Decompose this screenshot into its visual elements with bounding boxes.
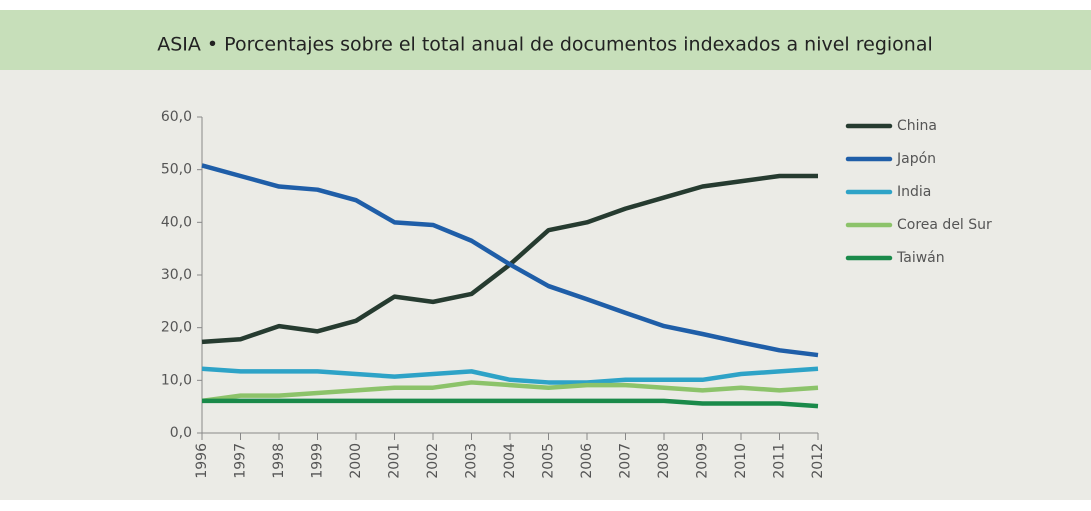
x-tick-label: 2012 bbox=[810, 443, 826, 479]
legend-label: Japón bbox=[896, 151, 936, 167]
x-tick-label: 2003 bbox=[464, 443, 480, 479]
x-tick-label: 2000 bbox=[348, 443, 364, 479]
series-line bbox=[201, 163, 819, 358]
x-tick-label: 2005 bbox=[541, 443, 557, 479]
y-tick-label: 30,0 bbox=[161, 267, 192, 283]
series-line bbox=[201, 366, 819, 385]
legend-label: India bbox=[897, 184, 931, 200]
panel bbox=[0, 10, 1091, 500]
header bbox=[0, 10, 1091, 70]
x-tick-label: 1999 bbox=[310, 443, 326, 479]
x-tick-label: 2006 bbox=[579, 443, 595, 479]
legend-label: Corea del Sur bbox=[897, 217, 992, 233]
y-tick-label: 10,0 bbox=[161, 372, 192, 388]
x-tick-label: 2001 bbox=[387, 443, 403, 479]
series-line bbox=[202, 398, 819, 409]
y-tick-label: 40,0 bbox=[161, 214, 192, 230]
x-tick-label: 1998 bbox=[271, 443, 287, 479]
x-tick-label: 2007 bbox=[618, 443, 634, 479]
y-tick-label: 50,0 bbox=[161, 162, 192, 178]
y-tick-label: 0,0 bbox=[170, 425, 192, 441]
x-tick-label: 2009 bbox=[695, 443, 711, 479]
series-line bbox=[201, 380, 819, 404]
x-tick-label: 1997 bbox=[233, 443, 249, 479]
legend-label: China bbox=[897, 118, 937, 134]
y-tick-label: 60,0 bbox=[161, 109, 192, 125]
x-tick-label: 2002 bbox=[425, 443, 441, 479]
chart-title: ASIA • Porcentajes sobre el total anual … bbox=[157, 34, 933, 56]
x-tick-label: 2010 bbox=[733, 443, 749, 479]
y-tick-label: 20,0 bbox=[161, 320, 192, 336]
x-tick-label: 2004 bbox=[502, 443, 518, 479]
legend-label: Taiwán bbox=[896, 250, 945, 266]
x-tick-label: 2008 bbox=[656, 443, 672, 479]
x-tick-label: 1996 bbox=[194, 443, 210, 479]
x-tick-label: 2011 bbox=[772, 443, 788, 479]
